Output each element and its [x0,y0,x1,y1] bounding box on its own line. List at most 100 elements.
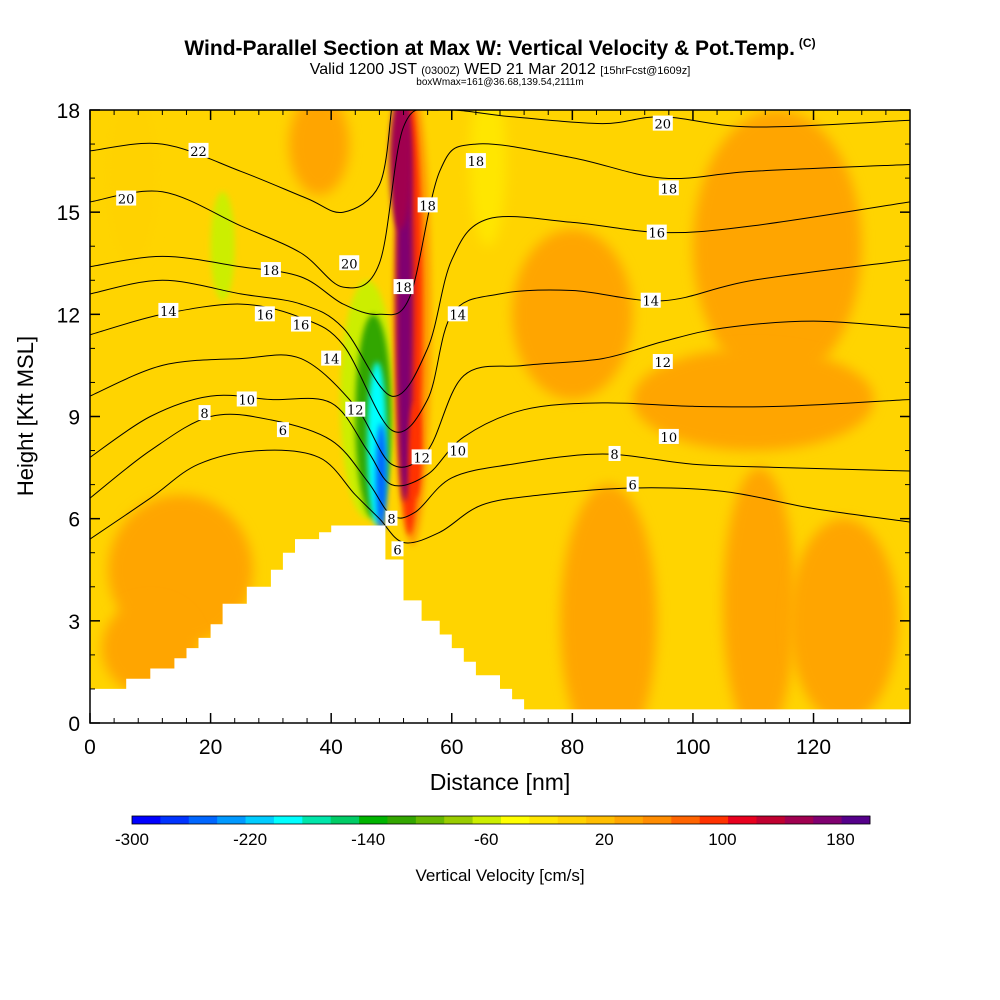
contour-label: 8 [387,513,395,528]
theta-contour-18 [90,143,910,316]
colorbar-swatch [813,816,843,824]
contour-label: 12 [347,404,364,419]
colorbar-swatch [415,816,445,824]
velocity-blob [512,229,633,400]
velocity-blob [789,518,898,723]
velocity-blob [375,423,387,533]
velocity-blob [288,110,350,196]
colorbar-swatch [472,816,502,824]
contour-label-box [116,190,137,206]
x-tick-label: 120 [796,736,831,759]
contour-label-box [198,405,211,421]
contour-label-box [447,442,468,458]
colorbar-swatch [614,816,644,824]
colorbar-tick-label: -220 [233,830,267,849]
contour-label: 18 [468,155,485,170]
contour-label: 10 [450,445,467,460]
velocity-blob [560,484,657,723]
contour-label: 22 [190,145,207,160]
contour-label-box [411,449,432,465]
y-tick-label: 15 [57,202,80,225]
chart-subtitle: Valid 1200 JST (0300Z) WED 21 Mar 2012 [… [0,61,1000,79]
colorbar-swatch [387,816,417,824]
contour-label-box [646,224,667,240]
velocity-blob [210,191,235,301]
contour-label-box [260,262,281,278]
y-tick-label: 6 [68,509,80,532]
contour-label: 10 [661,431,678,446]
colorbar-swatch [642,816,672,824]
contour-label-box [391,541,404,557]
velocity-field [102,110,898,723]
contour-label: 20 [655,118,672,133]
contour-label-box [236,391,257,407]
velocity-blob [108,110,157,264]
contour-label: 16 [293,319,310,334]
x-tick-label: 100 [675,736,710,759]
velocity-blob [389,110,412,230]
colorbar-swatch [217,816,246,824]
contour-label-box [465,153,486,169]
contour-label: 16 [648,227,665,242]
contour-label-box [276,422,289,438]
contour-label: 18 [263,264,280,279]
colorbar-tick-label: 180 [826,830,854,849]
contour-label: 20 [118,193,135,208]
chart-title-text: Wind-Parallel Section at Max W: Vertical… [184,37,795,60]
colorbar-swatch [756,816,786,824]
contour-label-box [608,445,621,461]
colorbar-swatch [245,816,275,824]
chart-title: Wind-Parallel Section at Max W: Vertical… [0,36,1000,61]
contour-label-box [321,350,342,366]
colorbar-swatch [699,816,729,824]
valid-time: Valid 1200 JST [309,61,417,78]
valid-date: WED 21 Mar 2012 [464,61,596,78]
contour-label-box [640,292,661,308]
contour-label-box [254,306,275,322]
forecast-info: [15hrFcst@1609z] [600,65,691,77]
colorbar-swatch [444,816,474,824]
colorbar-swatch [188,816,218,824]
contour-label: 12 [413,451,430,466]
contour-label-box [652,354,673,370]
contour-label: 20 [341,257,358,272]
contour-label-box [393,279,414,295]
colorbar-label: Vertical Velocity [cm/s] [415,866,584,885]
contour-label: 14 [160,305,177,320]
y-axis-label: Height [Kft MSL] [13,336,38,496]
contour-label-box [188,142,209,158]
y-tick-label: 3 [68,611,80,634]
contour-label-box [339,255,360,271]
contour-label: 12 [655,356,672,371]
x-tick-label: 0 [84,736,96,759]
colorbar-swatch [728,816,757,824]
contour-label: 6 [393,543,401,558]
theta-contour-10 [90,394,910,487]
colorbar-swatch [557,816,587,824]
colorbar-swatch [330,816,360,824]
colorbar-swatch [501,816,530,824]
contour-label-box [291,316,312,332]
contour-label: 14 [323,353,340,368]
contour-label: 18 [419,199,436,214]
contour-label: 6 [629,479,637,494]
x-tick-label: 80 [561,736,584,759]
copyright-mark: (C) [798,36,816,50]
contour-label-box [417,197,438,213]
colorbar-swatch [841,816,871,824]
theta-contour-8 [90,413,910,519]
colorbar-swatch [302,816,332,824]
colorbar: -300 -220 -140 -60 20 100 180 [115,815,871,849]
velocity-blob [692,110,862,383]
contour-label: 10 [238,393,255,408]
colorbar-swatch [359,816,388,824]
colorbar-tick-label: -300 [115,830,149,849]
theta-contours [90,110,910,544]
valid-utc: (0300Z) [421,65,460,77]
theta-contour-16 [90,201,910,397]
colorbar-swatch [132,816,161,824]
x-axis-label: Distance [nm] [430,769,571,795]
contour-label-box [345,401,366,417]
contour-label-box [385,510,398,526]
